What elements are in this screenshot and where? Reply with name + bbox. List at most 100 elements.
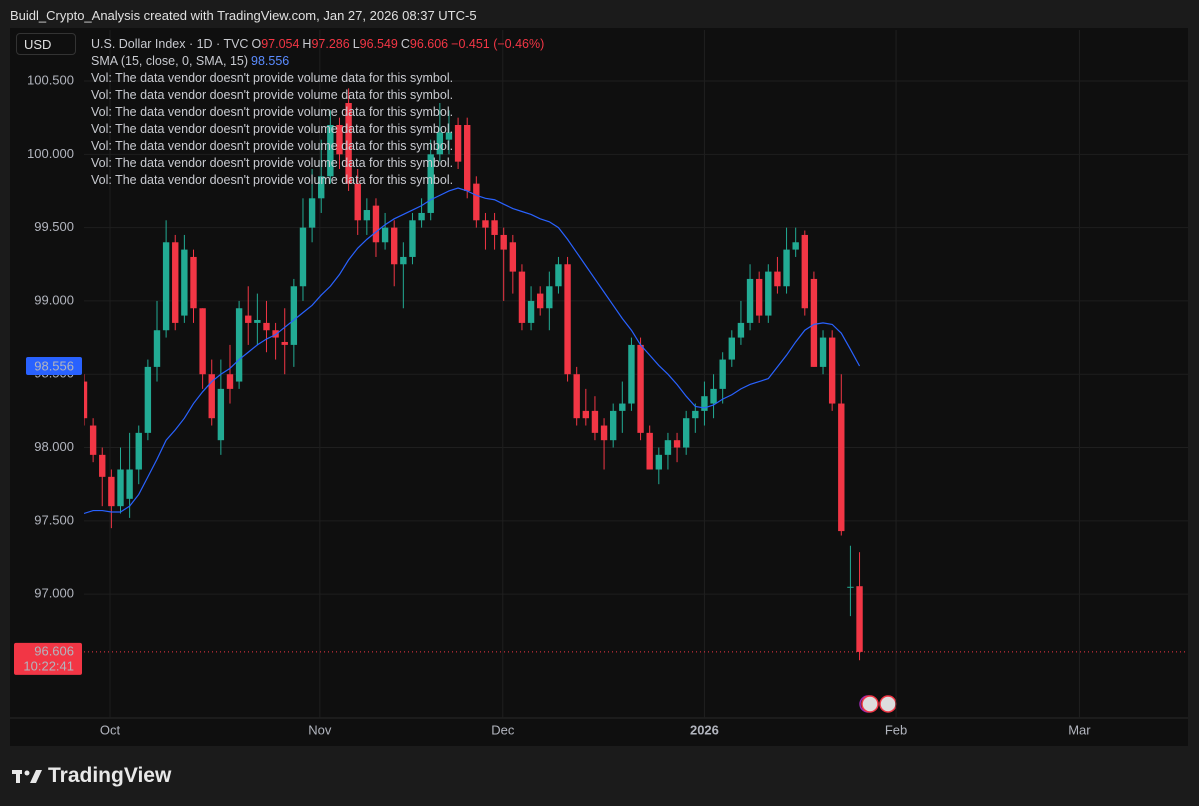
candle-body: [792, 242, 799, 250]
candle-body: [619, 403, 626, 411]
sma-name: SMA (15, close, 0, SMA, 15): [91, 54, 249, 68]
volume-note: Vol: The data vendor doesn't provide vol…: [91, 155, 547, 172]
legend-sma: SMA (15, close, 0, SMA, 15) 98.556: [91, 53, 547, 70]
brand-logo: TradingView: [12, 764, 171, 788]
candle-body: [208, 374, 215, 419]
candle-body: [144, 366, 152, 433]
volume-note-text: Vol: The data vendor doesn't provide vol…: [91, 71, 454, 85]
candle-body: [235, 308, 243, 382]
x-tick-label: Oct: [100, 722, 121, 737]
ohlc-letter: H: [302, 37, 312, 51]
currency-button[interactable]: USD: [16, 33, 76, 55]
volume-note: Vol: The data vendor doesn't provide vol…: [91, 87, 547, 104]
countdown-label: 10:22:41: [23, 658, 74, 673]
candle-body: [162, 242, 170, 331]
candle-body: [719, 359, 726, 389]
candle-body: [135, 432, 142, 470]
candle-body: [89, 425, 97, 455]
candle-body: [354, 183, 361, 221]
ohlc-letter: L: [352, 37, 360, 51]
sma-line: [84, 187, 861, 515]
candle-body: [99, 454, 106, 477]
candle-body: [537, 293, 544, 309]
candle-body: [701, 396, 708, 411]
candle-body: [783, 249, 790, 287]
candle-body: [491, 220, 498, 235]
candle-body: [181, 249, 188, 316]
candles: [84, 88, 863, 661]
candle-body: [564, 264, 571, 375]
y-tick-label: 99.000: [34, 292, 74, 307]
candle-body: [628, 344, 635, 404]
ohlc-value: 97.054: [261, 37, 300, 51]
volume-note: Vol: The data vendor doesn't provide vol…: [91, 121, 547, 138]
x-tick-label: Mar: [1068, 722, 1091, 737]
symbol-title: U.S. Dollar Index · 1D · TVC: [91, 37, 249, 51]
candle-body: [546, 286, 553, 309]
ohlc-value: 97.286: [311, 37, 350, 51]
candle-body: [318, 176, 325, 199]
y-tick-label: 97.000: [34, 586, 74, 601]
candle-body: [436, 132, 444, 155]
volume-note: Vol: The data vendor doesn't provide vol…: [91, 138, 547, 155]
candle-body: [445, 132, 453, 140]
ohlc-value: 96.606: [409, 37, 449, 51]
candle-body: [500, 234, 507, 250]
price-badge: [14, 642, 82, 675]
y-tick-label: 100.000: [27, 146, 74, 161]
candle-body: [673, 440, 681, 448]
candle-body: [226, 374, 234, 389]
candle-body: [418, 212, 425, 221]
candle-body: [828, 337, 836, 404]
candle-body: [199, 308, 206, 375]
candle-body: [327, 124, 334, 177]
ohlc-letter: C: [400, 37, 410, 51]
candle-body: [363, 210, 371, 221]
legend-ohlc: U.S. Dollar Index · 1D · TVC O97.054 H97.2…: [91, 36, 547, 53]
candle-body: [692, 410, 699, 419]
candle-body: [409, 220, 416, 257]
ohlc-letter: O: [251, 37, 262, 51]
candle-body: [838, 403, 845, 532]
price-badge-label: 96.606: [34, 643, 74, 658]
candle-body: [856, 586, 863, 652]
candle-body: [682, 418, 690, 448]
volume-note-text: Vol: The data vendor doesn't provide vol…: [91, 88, 454, 102]
sma-badge-label: 98.556: [34, 358, 74, 373]
volume-note: Vol: The data vendor doesn't provide vol…: [91, 172, 547, 189]
candle-body: [518, 271, 526, 323]
candle-body: [263, 322, 270, 331]
candle-body: [810, 278, 818, 367]
x-tick-label: Feb: [885, 722, 907, 737]
volume-note-text: Vol: The data vendor doesn't provide vol…: [91, 156, 454, 170]
candle-body: [819, 337, 827, 367]
volume-note-text: Vol: The data vendor doesn't provide vol…: [91, 173, 454, 187]
candle-body: [381, 227, 389, 243]
candle-body: [308, 198, 316, 228]
candle-body: [646, 432, 653, 470]
volume-note-text: Vol: The data vendor doesn't provide vol…: [91, 139, 454, 153]
candle-body: [254, 319, 261, 323]
candle-body: [427, 154, 434, 213]
candle-body: [290, 286, 298, 345]
candle-body: [582, 410, 590, 419]
event-icons: [859, 695, 897, 713]
chart: 97.00097.50098.00098.50099.00099.500100.…: [10, 28, 1188, 746]
candle-body: [482, 220, 489, 228]
candle-body: [555, 264, 562, 287]
candle-body: [609, 410, 617, 441]
candle-body: [847, 586, 854, 588]
candle-body: [84, 381, 88, 419]
candle-body: [108, 476, 115, 507]
candle-body: [126, 469, 133, 499]
candle-body: [591, 410, 599, 433]
x-tick-label: Nov: [308, 722, 332, 737]
candle-body: [710, 388, 717, 404]
candle-body: [801, 234, 808, 309]
price-change: −0.451 (−0.46%): [451, 37, 545, 51]
candle-body: [655, 454, 663, 470]
candle-body: [454, 124, 462, 162]
y-tick-label: 98.000: [34, 439, 74, 454]
candle-body: [281, 341, 288, 345]
